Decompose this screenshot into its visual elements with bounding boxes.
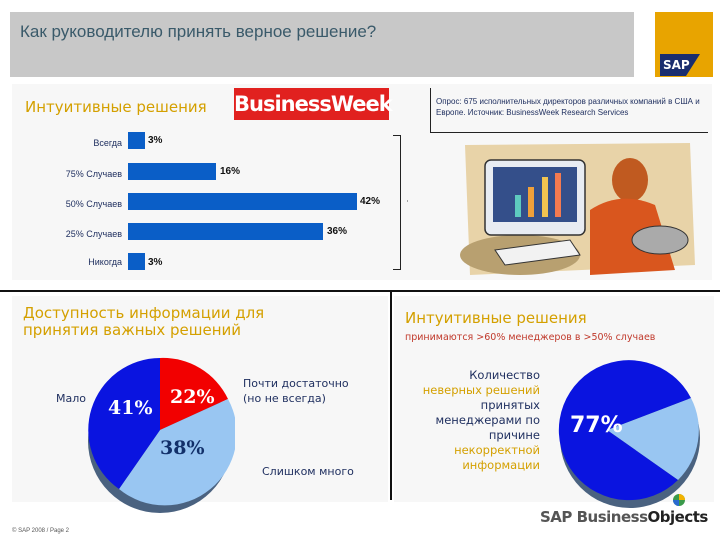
pie2-value: 77% bbox=[570, 413, 623, 438]
bar-value: 16% bbox=[220, 166, 241, 177]
pie2-title: Интуитивные решения bbox=[405, 309, 587, 327]
bar-label: 75% Случаев bbox=[65, 169, 122, 179]
desc-line: менеджерами по bbox=[435, 413, 540, 427]
header-bar bbox=[10, 12, 428, 77]
pie1-label-almost: Почти достаточно (но не всегда) bbox=[243, 376, 349, 406]
pie1-label-almost-line1: Почти достаточно bbox=[243, 377, 349, 390]
manager-at-computer-illustration bbox=[460, 143, 695, 275]
pie1-title-line1: Доступность информации для bbox=[23, 304, 265, 322]
bar bbox=[128, 253, 145, 270]
desc-line: информации bbox=[462, 458, 540, 472]
pie-chart-information-availability bbox=[88, 357, 235, 513]
pie-chart-wrong-decisions bbox=[558, 360, 700, 508]
desc-line: неверных решений bbox=[422, 383, 540, 397]
pie1-value-almost: 22% bbox=[170, 386, 215, 408]
section-divider bbox=[0, 290, 720, 292]
bar bbox=[128, 132, 145, 149]
page-title: Как руководителю принять верное решение? bbox=[20, 22, 377, 41]
pie1-label-too-much: Слишком много bbox=[262, 465, 354, 478]
bar-value: 3% bbox=[148, 135, 163, 146]
header-bar-ext bbox=[428, 12, 634, 77]
bar-value: 3% bbox=[148, 257, 163, 268]
pie1-title-line2: принятия важных решений bbox=[23, 321, 242, 339]
pie1-value-too-much: 38% bbox=[160, 437, 205, 459]
pie1-label-few: Мало bbox=[56, 392, 86, 405]
bar bbox=[128, 193, 357, 210]
bar-label: Никогда bbox=[88, 257, 122, 267]
pie2-subtitle: принимаются >60% менеджеров в >50% случа… bbox=[405, 332, 656, 343]
pie1-value-few: 41% bbox=[108, 397, 153, 419]
businessweek-logo: BusinessWeek bbox=[234, 88, 393, 120]
pie1-label-almost-line2: (но не всегда) bbox=[243, 392, 326, 405]
desc-line: принятых bbox=[480, 398, 540, 412]
bar-label: 50% Случаев bbox=[65, 199, 122, 209]
bar bbox=[128, 223, 323, 240]
copyright: © SAP 2008 / Page 2 bbox=[12, 528, 70, 534]
logo-right-text: Objects bbox=[647, 508, 709, 526]
pie2-description: Количество неверных решений принятых мен… bbox=[398, 368, 540, 473]
survey-note: Опрос: 675 исполнительных директоров раз… bbox=[430, 88, 708, 133]
sap-businessobjects-logo: SAP BusinessObjects bbox=[540, 508, 708, 526]
desc-line: причине bbox=[488, 428, 540, 442]
bar-value: 42% bbox=[360, 196, 381, 207]
globe-icon bbox=[673, 494, 685, 506]
bar bbox=[128, 163, 216, 180]
bar-label: Всегда bbox=[93, 138, 122, 148]
bar-value: 36% bbox=[327, 226, 348, 237]
bracket-tip-icon bbox=[400, 195, 408, 207]
logo-left-text: SAP Business bbox=[540, 508, 648, 526]
section-divider-vertical bbox=[390, 290, 392, 500]
desc-line: Количество bbox=[469, 368, 540, 382]
bracket-icon bbox=[393, 135, 401, 270]
desc-line: некорректной bbox=[454, 443, 540, 457]
bar-label: 25% Случаев bbox=[65, 229, 122, 239]
bar-chart-title: Интуитивные решения bbox=[25, 98, 207, 116]
pie1-title: Доступность информации для принятия важн… bbox=[23, 305, 264, 339]
